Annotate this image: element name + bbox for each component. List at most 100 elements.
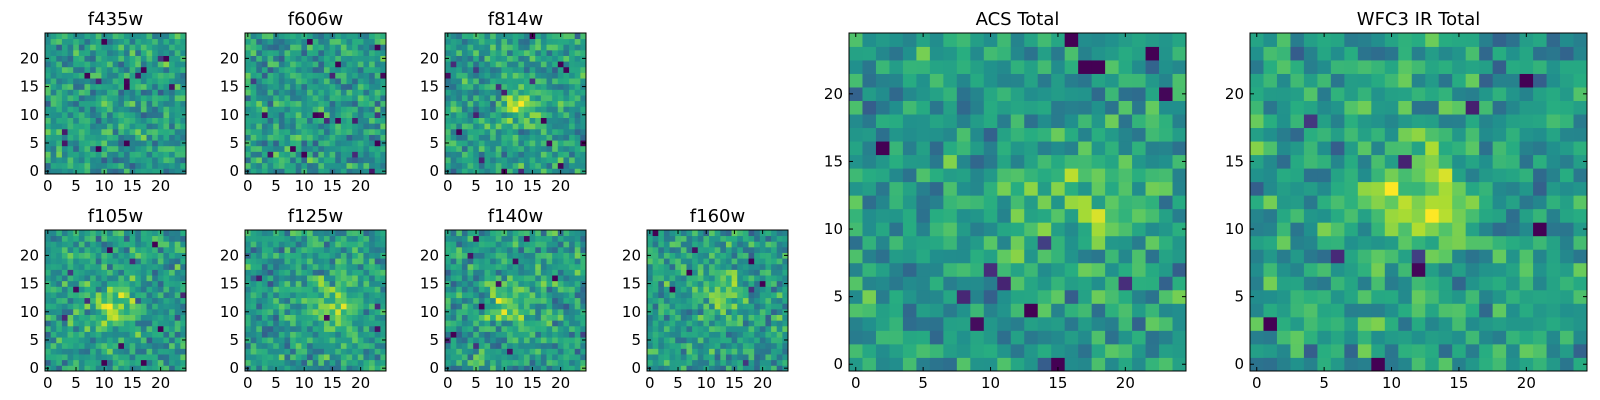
heatmap-cell <box>765 359 772 366</box>
heatmap-cell <box>450 275 457 282</box>
heatmap-cell <box>714 308 721 315</box>
heatmap-cell <box>50 331 57 338</box>
heatmap-cell <box>273 128 280 135</box>
heatmap-cell <box>256 325 263 332</box>
heatmap-cell <box>1037 208 1052 223</box>
heatmap-cell <box>467 275 474 282</box>
heatmap-cell <box>278 348 285 355</box>
heatmap-cell <box>180 66 187 73</box>
heatmap-cell <box>363 252 370 259</box>
heatmap-cell <box>329 100 336 107</box>
heatmap-cell <box>107 359 114 366</box>
heatmap-cell <box>107 292 114 299</box>
heatmap-cell <box>889 222 904 237</box>
heatmap-cell <box>501 303 508 310</box>
heatmap-cell <box>140 95 147 102</box>
heatmap-cell <box>295 44 302 51</box>
heatmap-cell <box>484 117 491 124</box>
heatmap-cell <box>290 230 297 237</box>
heatmap-cell <box>970 303 985 318</box>
heatmap-cell <box>569 331 576 338</box>
heatmap-cell <box>943 330 958 345</box>
heatmap-cell <box>703 325 710 332</box>
heatmap-cell <box>169 66 176 73</box>
heatmap-cell <box>250 111 257 118</box>
heatmap-cell <box>697 230 704 237</box>
heatmap-cell <box>782 320 789 327</box>
heatmap-cell <box>374 162 381 169</box>
heatmap-cell <box>323 235 330 242</box>
heatmap-cell <box>95 128 102 135</box>
heatmap-cell <box>157 145 164 152</box>
heatmap-cell <box>118 95 125 102</box>
heatmap-cell <box>278 95 285 102</box>
heatmap-cell <box>369 168 376 175</box>
heatmap-cell <box>540 348 547 355</box>
heatmap-cell <box>1118 249 1133 264</box>
heatmap-cell <box>340 117 347 124</box>
heatmap-cell <box>45 235 52 242</box>
heatmap-cell <box>163 33 170 40</box>
heatmap-cell <box>714 337 721 344</box>
heatmap-cell <box>512 117 519 124</box>
heatmap-cell <box>140 354 147 361</box>
heatmap-cell <box>363 145 370 152</box>
heatmap-cell <box>112 89 119 96</box>
heatmap-cell <box>95 145 102 152</box>
heatmap-cell <box>512 38 519 45</box>
heatmap-cell <box>163 100 170 107</box>
heatmap-cell <box>45 314 52 321</box>
heatmap-cell <box>546 151 553 158</box>
heatmap-cell <box>45 123 52 130</box>
heatmap-cell <box>675 286 682 293</box>
heatmap-cell <box>523 145 530 152</box>
heatmap-cell <box>346 44 353 51</box>
heatmap-cell <box>118 128 125 135</box>
heatmap-cell <box>307 342 314 349</box>
heatmap-cell <box>563 151 570 158</box>
heatmap-cell <box>456 61 463 68</box>
heatmap-cell <box>540 359 547 366</box>
heatmap-cell <box>759 359 766 366</box>
heatmap-cell <box>663 348 670 355</box>
heatmap-cell <box>290 134 297 141</box>
heatmap-cell <box>374 128 381 135</box>
heatmap-cell <box>709 342 716 349</box>
heatmap-cell <box>67 297 74 304</box>
heatmap-cell <box>61 252 68 259</box>
heatmap-cell <box>490 140 497 147</box>
heatmap-cell <box>523 44 530 51</box>
heatmap-cell <box>329 337 336 344</box>
heatmap-cell <box>540 246 547 253</box>
heatmap-cell <box>983 222 998 237</box>
heatmap-cell <box>256 78 263 85</box>
heatmap-cell <box>916 168 931 183</box>
heatmap-cell <box>501 275 508 282</box>
heatmap-cell <box>450 83 457 90</box>
heatmap-cell <box>123 89 130 96</box>
heatmap-cell <box>352 331 359 338</box>
heatmap-cell <box>1159 168 1173 183</box>
heatmap-cell <box>714 348 721 355</box>
heatmap-cell <box>467 331 474 338</box>
heatmap-cell <box>450 235 457 242</box>
heatmap-cell <box>490 308 497 315</box>
heatmap-cell <box>748 286 755 293</box>
x-tick-label: 5 <box>71 177 81 195</box>
heatmap-cell <box>352 66 359 73</box>
heatmap-cell <box>61 280 68 287</box>
heatmap-cell <box>135 235 142 242</box>
heatmap-cell <box>546 280 553 287</box>
heatmap-cell <box>889 316 904 331</box>
heatmap-cell <box>1051 357 1066 372</box>
heatmap-cell <box>849 195 863 210</box>
heatmap-cell <box>1091 343 1106 358</box>
heatmap-cell <box>278 280 285 287</box>
heatmap-cell <box>675 342 682 349</box>
heatmap-cell <box>742 359 749 366</box>
heatmap-cell <box>73 140 80 147</box>
heatmap-cell <box>902 235 917 250</box>
heatmap-cell <box>703 308 710 315</box>
heatmap-cell <box>312 157 319 164</box>
heatmap-cell <box>107 331 114 338</box>
